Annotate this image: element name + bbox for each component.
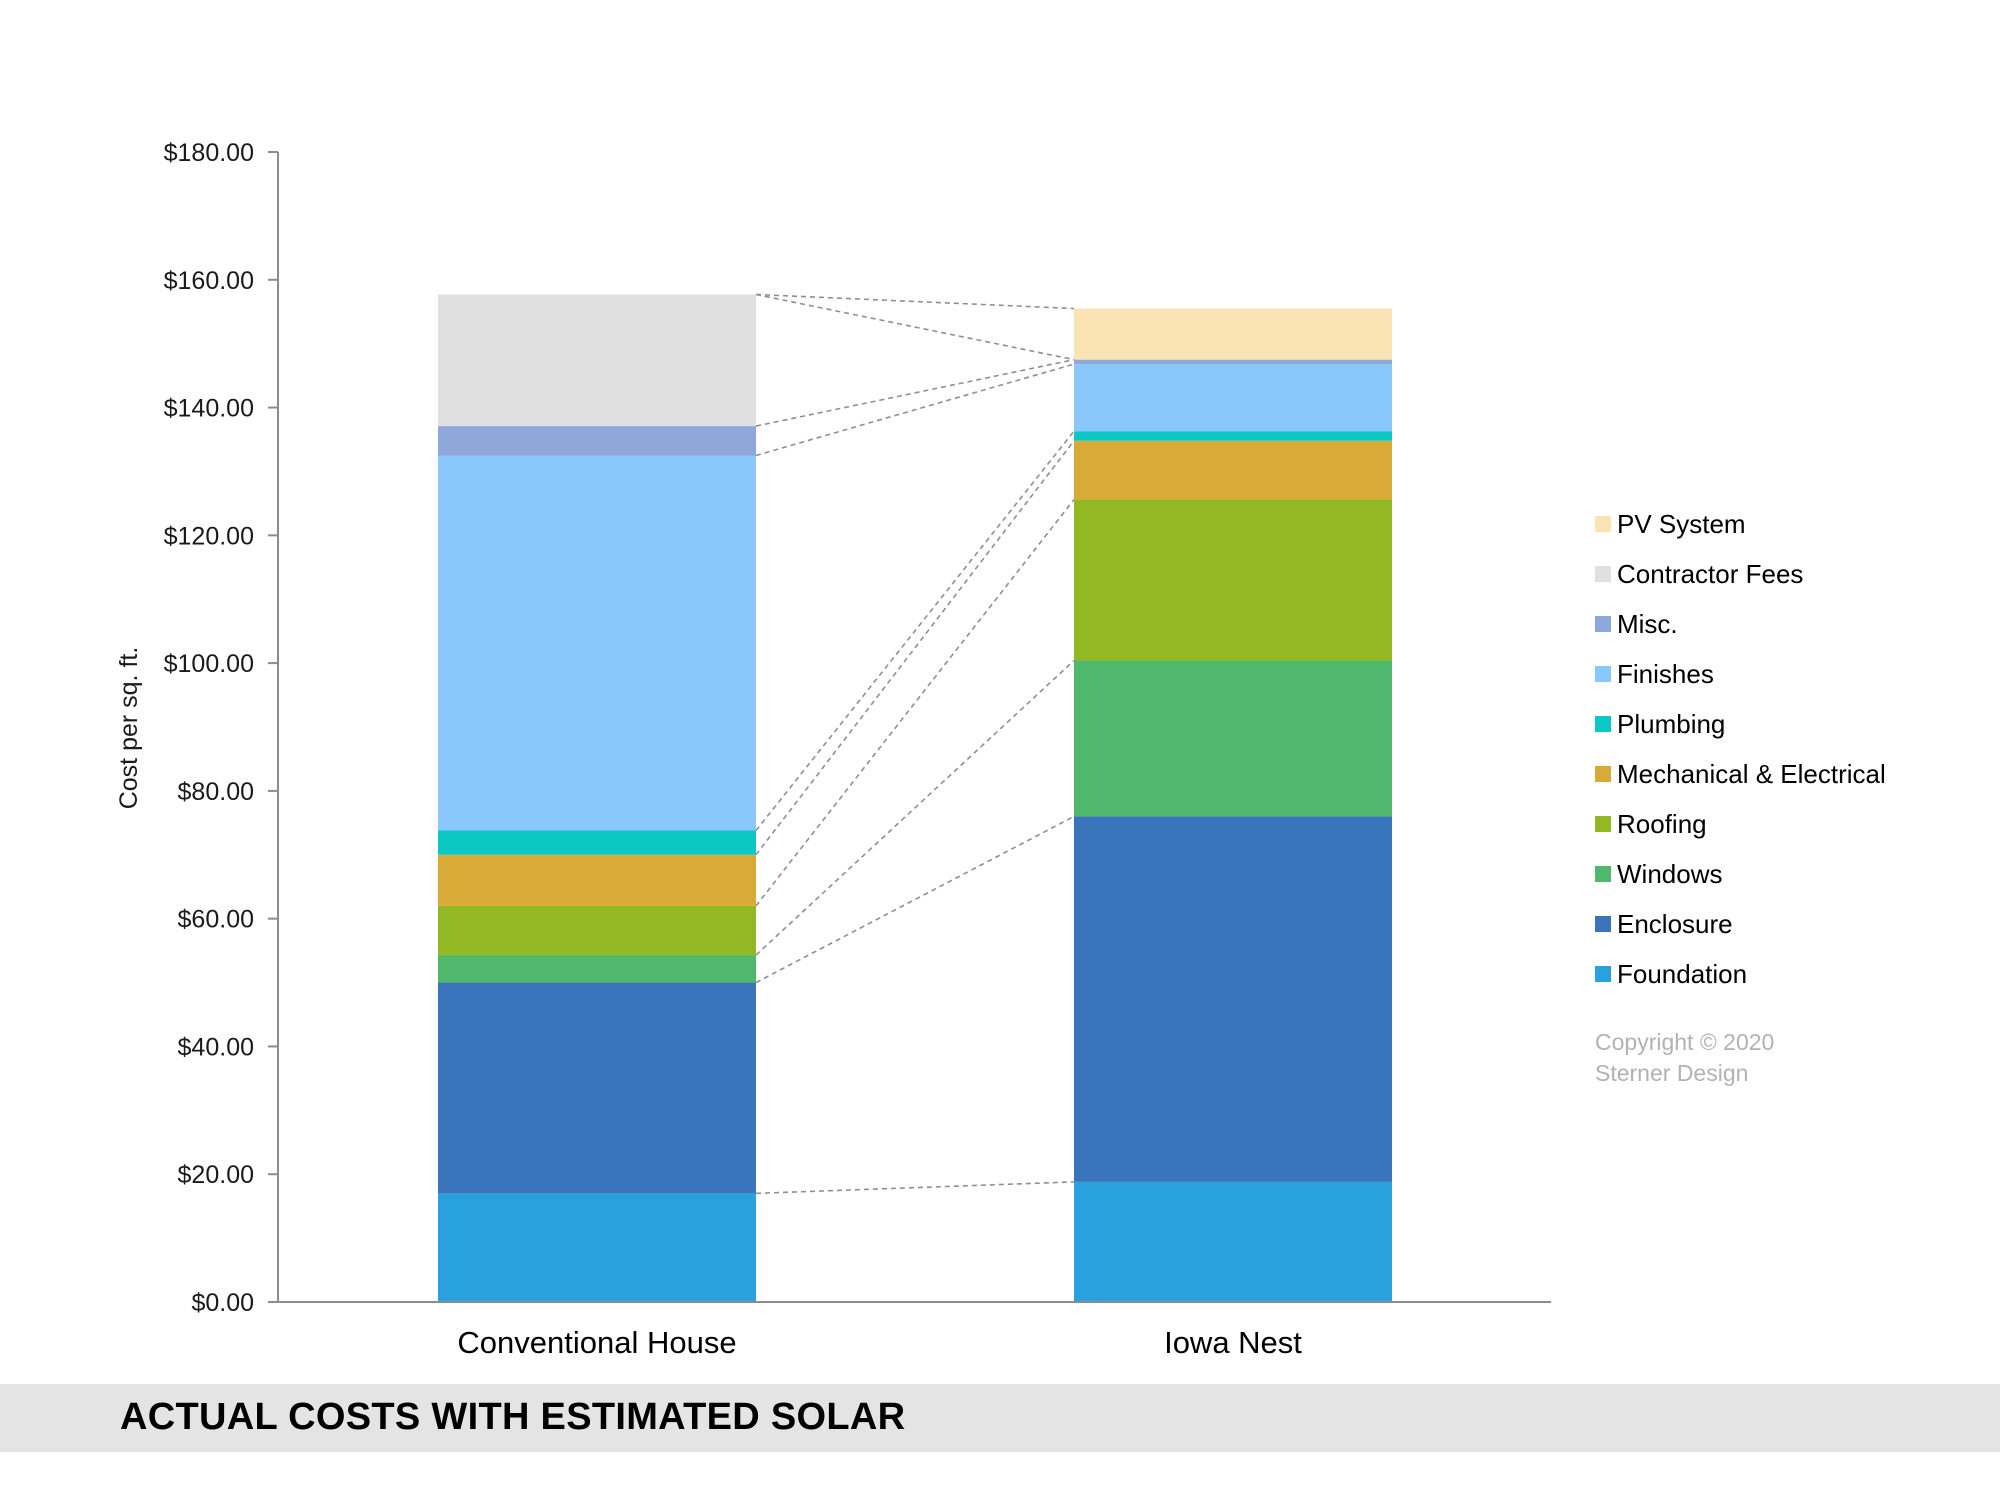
bar-segment [1074,440,1392,500]
bar-segment [1074,308,1392,360]
connector-line [755,363,1075,457]
legend-swatch [1595,966,1611,982]
legend-label: Finishes [1617,659,1714,689]
bar-segment [1074,359,1392,365]
connector-line [755,293,1075,361]
legend-swatch [1595,816,1611,832]
bar-segment [438,426,756,456]
connector-line [755,440,1075,856]
axis-labels: $0.00 $20.00 $40.00 $60.00 $80.00 $100.00 $120… [115,139,1302,1360]
legend-swatch [1595,666,1611,682]
connector-lines [755,293,1075,1195]
y-axis-title: Cost per sq. ft. [115,647,143,810]
axis-ticks [268,151,278,1303]
legend-label: Mechanical & Electrical [1617,759,1886,789]
x-category-label: Conventional House [457,1325,736,1360]
bar-segment [1074,431,1392,441]
connector-line [755,659,1075,956]
y-tick-label: $60.00 [178,906,254,934]
bar-segment [1074,499,1392,661]
connector-line [755,815,1075,984]
x-category-label: Iowa Nest [1164,1325,1302,1360]
legend-swatch [1595,866,1611,882]
bar-segment [438,830,756,855]
legend-label: PV System [1617,509,1746,539]
y-tick-label: $160.00 [164,267,254,295]
connector-line [755,430,1075,831]
legend-label: Windows [1617,859,1722,889]
bar-segment [1074,1181,1392,1302]
legend-swatch [1595,516,1611,532]
bar-segment [438,955,756,983]
legend-swatch [1595,766,1611,782]
bars [438,294,1392,1302]
legend-swatch [1595,716,1611,732]
legend-label: Contractor Fees [1617,559,1803,589]
y-tick-label: $80.00 [178,778,254,806]
connector-line [755,293,1075,310]
connector-line [755,499,1075,907]
bar-segment [1074,364,1392,432]
legend-label: Plumbing [1617,709,1725,739]
axes [270,152,1551,1303]
bar-segment [1074,816,1392,1182]
legend-swatch [1595,616,1611,632]
y-tick-label: $100.00 [164,650,254,678]
bar-segment [438,294,756,427]
bar-segment [1074,660,1392,817]
connector-line [755,358,1075,427]
copyright-line-2: Sterner Design [1595,1060,1748,1086]
y-tick-label: $40.00 [178,1033,254,1061]
y-tick-label: $120.00 [164,522,254,550]
legend-swatch [1595,566,1611,582]
connector-line [755,1181,1075,1195]
bar-segment [438,854,756,906]
y-tick-label: $20.00 [178,1161,254,1189]
bar-segment [438,1193,756,1302]
bar-segment [438,905,756,956]
legend-swatch [1595,916,1611,932]
footer-band [0,1384,2000,1452]
bar-segment [438,455,756,831]
legend: PV System Contractor Fees Misc. Finishes Plu… [1595,509,1886,989]
legend-label: Misc. [1617,609,1678,639]
legend-label: Foundation [1617,959,1747,989]
y-tick-label: $0.00 [191,1289,254,1317]
y-tick-label: $140.00 [164,395,254,423]
legend-label: Roofing [1617,809,1707,839]
footer-title: ACTUAL COSTS WITH ESTIMATED SOLAR [120,1396,906,1438]
legend-label: Enclosure [1617,909,1733,939]
copyright-line-1: Copyright © 2020 [1595,1029,1774,1055]
bar-segment [438,982,756,1194]
y-tick-label: $180.00 [164,139,254,167]
